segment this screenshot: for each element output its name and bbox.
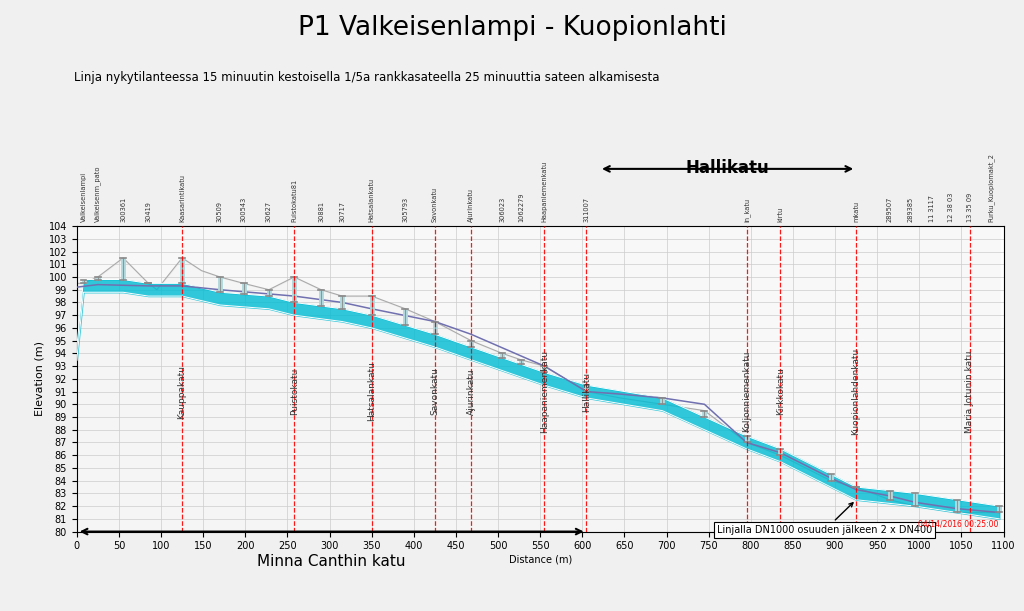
Text: Puistokatu: Puistokatu <box>290 368 299 415</box>
Text: 300361: 300361 <box>120 197 126 222</box>
Text: Koljonniemenkatu: Koljonniemenkatu <box>742 351 751 433</box>
Text: Kirkkokatu: Kirkkokatu <box>776 368 784 415</box>
Text: Kaasarintikatu: Kaasarintikatu <box>179 174 185 222</box>
Text: Hallikatu: Hallikatu <box>582 371 591 412</box>
Text: Linjalla DN1000 osuuden jälkeen 2 x DN400: Linjalla DN1000 osuuden jälkeen 2 x DN40… <box>717 503 932 535</box>
Text: Savonkatu: Savonkatu <box>432 188 438 222</box>
Text: 305793: 305793 <box>402 197 409 222</box>
Text: Purku_Kuopiomakt_2: Purku_Kuopiomakt_2 <box>987 153 994 222</box>
Y-axis label: Elevation (m): Elevation (m) <box>35 342 44 416</box>
Text: Hallikatu: Hallikatu <box>686 159 769 177</box>
Text: 30717: 30717 <box>339 202 345 222</box>
Text: Valkeisenm_pato: Valkeisenm_pato <box>94 166 101 222</box>
Text: 289385: 289385 <box>908 197 913 222</box>
Text: Hatsalankatu: Hatsalankatu <box>369 178 375 222</box>
Text: Minna Canthin katu: Minna Canthin katu <box>257 554 406 569</box>
X-axis label: Distance (m): Distance (m) <box>509 554 571 564</box>
Text: kirtu: kirtu <box>777 207 783 222</box>
Text: Linja nykytilanteessa 15 minuutin kestoisella 1/5a rankkasateella 25 minuuttia s: Linja nykytilanteessa 15 minuutin kestoi… <box>74 71 659 84</box>
Text: Ajurinkatu: Ajurinkatu <box>468 188 474 222</box>
Text: Haapaniemenkatu: Haapaniemenkatu <box>540 350 549 433</box>
Text: Maria Jotunin katu: Maria Jotunin katu <box>966 350 974 433</box>
Text: 04/14/2016 00:25:00: 04/14/2016 00:25:00 <box>919 519 998 529</box>
Text: 30509: 30509 <box>217 202 223 222</box>
Text: 1062279: 1062279 <box>518 193 524 222</box>
Text: 300543: 300543 <box>241 197 247 222</box>
Text: 13 35 09: 13 35 09 <box>967 193 973 222</box>
Text: 30419: 30419 <box>145 202 152 222</box>
Text: 311007: 311007 <box>584 197 590 222</box>
Text: Puistokatu81: Puistokatu81 <box>291 179 297 222</box>
Text: 11 3117: 11 3117 <box>929 196 935 222</box>
Text: 30627: 30627 <box>266 201 272 222</box>
Text: Haapaniemenkatu: Haapaniemenkatu <box>542 161 548 222</box>
Text: Hatsalankatu: Hatsalankatu <box>368 362 376 422</box>
Text: 30881: 30881 <box>318 202 325 222</box>
Text: Kuopionlahdenkatu: Kuopionlahdenkatu <box>852 348 860 435</box>
Text: Kauppakatu: Kauppakatu <box>177 365 186 419</box>
Text: mkatu: mkatu <box>853 201 859 222</box>
Text: Ajurinkatu: Ajurinkatu <box>467 368 475 415</box>
Text: 289507: 289507 <box>887 197 893 222</box>
Text: Savonkatu: Savonkatu <box>430 368 439 415</box>
Text: 12 38 03: 12 38 03 <box>948 193 954 222</box>
Text: P1 Valkeisenlampi - Kuopionlahti: P1 Valkeisenlampi - Kuopionlahti <box>298 15 726 42</box>
Text: Valkeisenlampi: Valkeisenlampi <box>81 172 87 222</box>
Text: in_katu: in_katu <box>743 199 750 222</box>
Text: 306023: 306023 <box>500 197 505 222</box>
